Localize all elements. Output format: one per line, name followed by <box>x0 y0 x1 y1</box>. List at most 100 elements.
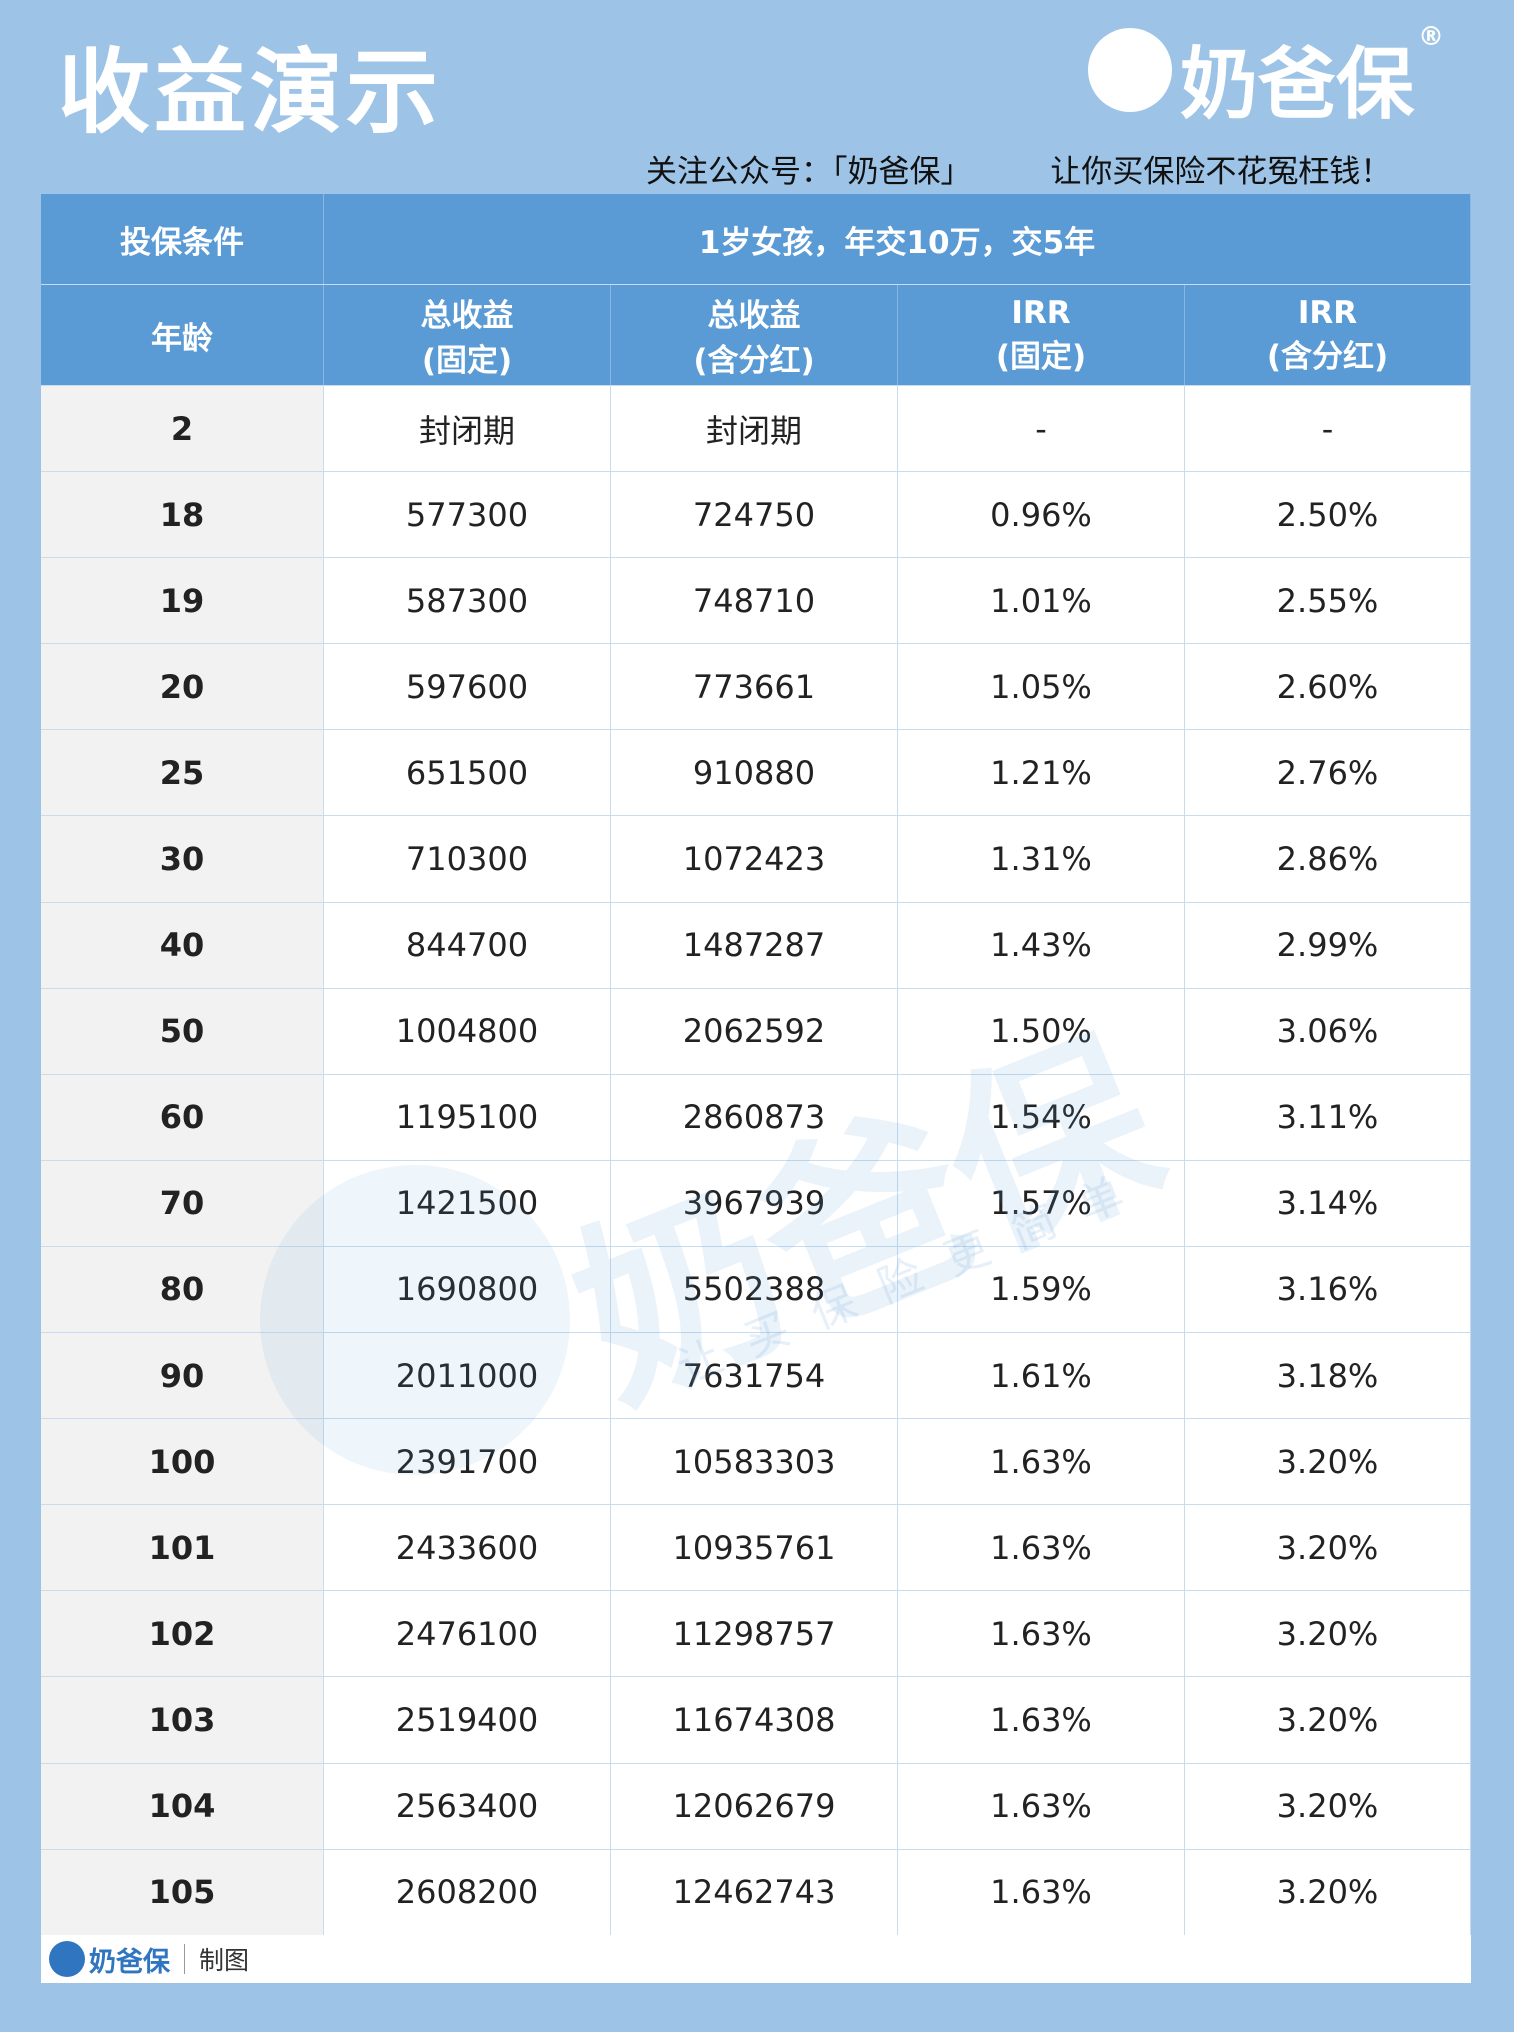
separator <box>184 1944 185 1974</box>
cell: 2391700 <box>324 1419 611 1505</box>
header-cell: IRR (含分红) <box>1185 285 1471 385</box>
cell: 3.20% <box>1185 1763 1471 1849</box>
cell: 3.20% <box>1185 1419 1471 1505</box>
cell: 11298757 <box>611 1591 898 1677</box>
cell: 2011000 <box>324 1333 611 1419</box>
brand: 奶爸保 <box>1179 40 1414 130</box>
cell: 3.06% <box>1185 988 1471 1074</box>
cell: 844700 <box>324 902 611 988</box>
footer: 奶爸保 制图 <box>41 1935 1471 1983</box>
cell: 1.63% <box>898 1505 1185 1591</box>
data-row: 104 2563400 12062679 1.63% 3.20% <box>41 1763 1471 1850</box>
header-cell: 投保条件 <box>41 194 324 284</box>
cell: 2.99% <box>1185 902 1471 988</box>
cell: 5502388 <box>611 1246 898 1333</box>
data-row: 2 封闭期 封闭期 - - <box>41 386 1471 473</box>
cell: 2 <box>41 386 324 472</box>
cell: 1.63% <box>898 1677 1185 1763</box>
cell: 2608200 <box>324 1849 611 1935</box>
cell: 1.54% <box>898 1074 1185 1160</box>
cell: 3.20% <box>1185 1849 1471 1935</box>
cell: 1.61% <box>898 1333 1185 1419</box>
cell: 724750 <box>611 472 898 558</box>
data-row: 25 651500 910880 1.21% 2.76% <box>41 730 1471 817</box>
cell: 1.21% <box>898 730 1185 816</box>
header-line: IRR <box>1297 294 1358 331</box>
cell: 103 <box>41 1677 324 1763</box>
cell: 104 <box>41 1763 324 1849</box>
cell: 2519400 <box>324 1677 611 1763</box>
cell: 1.31% <box>898 816 1185 902</box>
footer-brand: 奶爸保 <box>89 1946 170 1978</box>
cell: 3.20% <box>1185 1591 1471 1677</box>
cell: 封闭期 <box>611 386 898 472</box>
cell: 12062679 <box>611 1763 898 1849</box>
data-row: 60 1195100 2860873 1.54% 3.11% <box>41 1074 1471 1161</box>
cell: 1487287 <box>611 902 898 988</box>
cell: 70 <box>41 1160 324 1246</box>
cell: 3.16% <box>1185 1246 1471 1333</box>
cell: 2.60% <box>1185 644 1471 730</box>
cell: 80 <box>41 1246 324 1333</box>
header-line: IRR <box>1011 294 1071 331</box>
header-cell: 总收益 (固定) <box>324 285 611 385</box>
cell: 封闭期 <box>324 386 611 472</box>
cell: 3.18% <box>1185 1333 1471 1419</box>
cell: 1195100 <box>324 1074 611 1160</box>
cell: 1.43% <box>898 902 1185 988</box>
notice: 关注公众号：「奶爸保」 让你买保险不花冤枉钱！ <box>646 146 1391 191</box>
cell: 2563400 <box>324 1763 611 1849</box>
title: 收益演示 <box>58 39 443 146</box>
cell: 710300 <box>324 816 611 902</box>
header-line: (固定) <box>421 343 513 379</box>
cell: 18 <box>41 472 324 558</box>
cell: 1.01% <box>898 558 1185 644</box>
data-row: 20 597600 773661 1.05% 2.60% <box>41 644 1471 731</box>
header-line: 总收益 <box>707 298 801 334</box>
data-row: 50 1004800 2062592 1.50% 3.06% <box>41 988 1471 1075</box>
cell: 102 <box>41 1591 324 1677</box>
header-line: (含分红) <box>1266 338 1389 375</box>
cell: 60 <box>41 1074 324 1160</box>
cell: 20 <box>41 644 324 730</box>
cell: 7631754 <box>611 1333 898 1419</box>
data-row: 90 2011000 7631754 1.61% 3.18% <box>41 1333 1471 1420</box>
cell: 105 <box>41 1849 324 1935</box>
cell: 1690800 <box>324 1246 611 1333</box>
cell: 2.50% <box>1185 472 1471 558</box>
cell: 1.05% <box>898 644 1185 730</box>
cell: 2476100 <box>324 1591 611 1677</box>
cell: 773661 <box>611 644 898 730</box>
cell: 0.96% <box>898 472 1185 558</box>
cell: 910880 <box>611 730 898 816</box>
header-line: 总收益 <box>420 298 514 334</box>
slogan: 让你买保险不花冤枉钱！ <box>1050 154 1392 190</box>
cell: 2062592 <box>611 988 898 1074</box>
cell: 3.20% <box>1185 1677 1471 1763</box>
data-row: 102 2476100 11298757 1.63% 3.20% <box>41 1591 1471 1678</box>
watermark-circle <box>260 1165 570 1475</box>
cell: 101 <box>41 1505 324 1591</box>
cell: 1.57% <box>898 1160 1185 1246</box>
logo-icon <box>1087 28 1172 112</box>
cell: 25 <box>41 730 324 816</box>
header-line: (含分红) <box>693 343 815 379</box>
cell: 651500 <box>324 730 611 816</box>
cell: 1.63% <box>898 1763 1185 1849</box>
cell: 1421500 <box>324 1160 611 1246</box>
cell: 100 <box>41 1419 324 1505</box>
cell: 1.63% <box>898 1591 1185 1677</box>
cell: 3.11% <box>1185 1074 1471 1160</box>
header-line: 年龄 <box>151 320 213 357</box>
cell: 19 <box>41 558 324 644</box>
data-row: 101 2433600 10935761 1.63% 3.20% <box>41 1505 1471 1592</box>
footer-logo: 奶爸保 <box>49 1940 170 1979</box>
registered: ® <box>1418 22 1444 52</box>
data-row: 18 577300 724750 0.96% 2.50% <box>41 472 1471 559</box>
header-line: (固定) <box>995 338 1087 375</box>
cell: 50 <box>41 988 324 1074</box>
cell: 2.55% <box>1185 558 1471 644</box>
notice-text: 关注公众号：「奶爸保」 <box>646 154 972 190</box>
cell: 12462743 <box>611 1849 898 1935</box>
cell: 1004800 <box>324 988 611 1074</box>
